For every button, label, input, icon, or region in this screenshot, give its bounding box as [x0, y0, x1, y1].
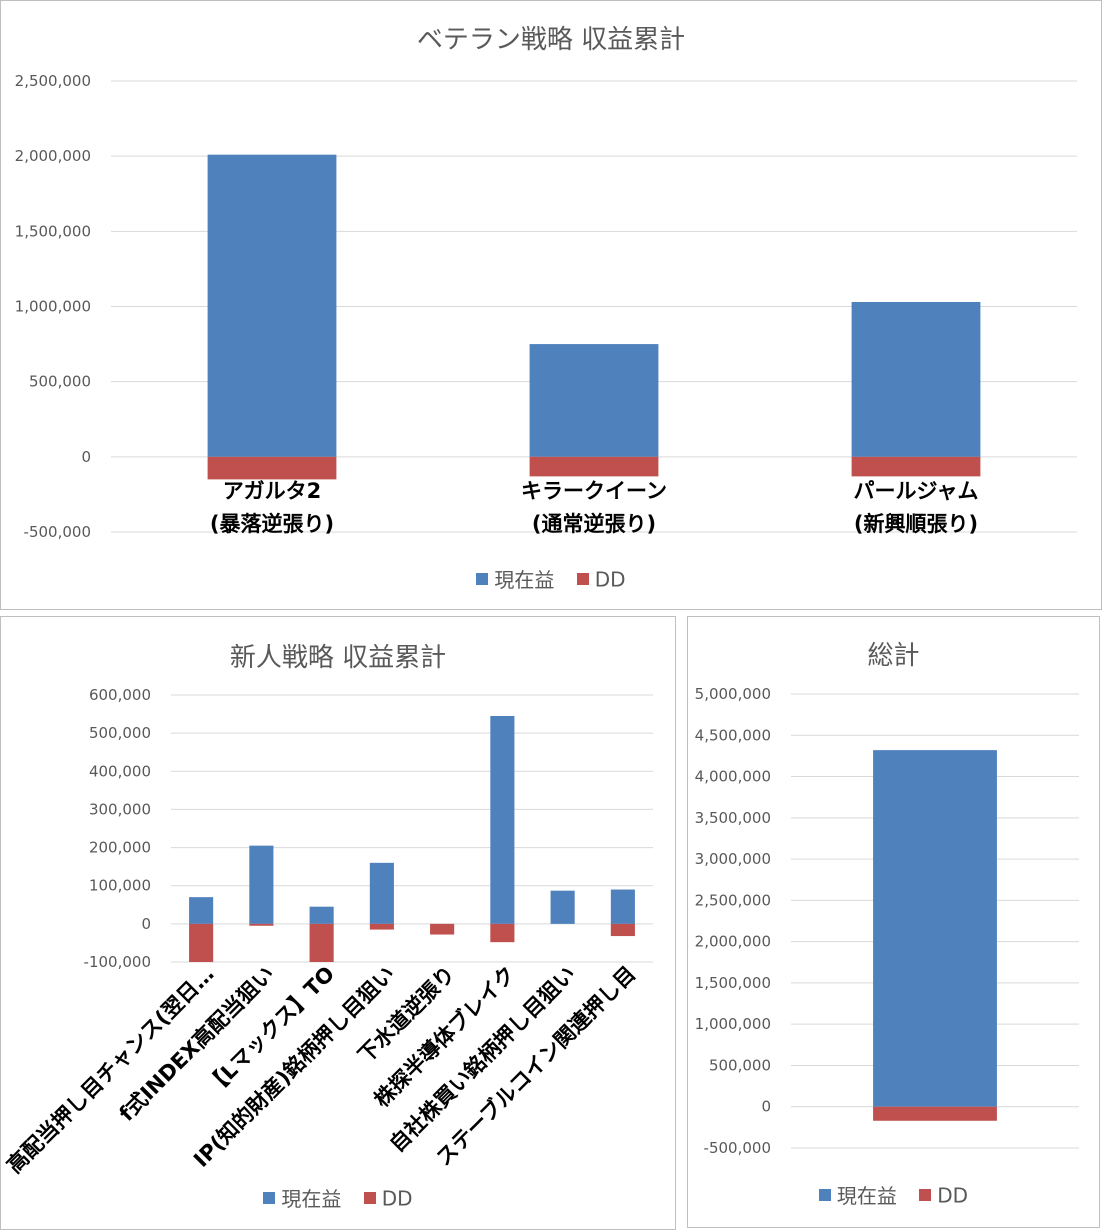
bar-profit	[490, 715, 515, 924]
bar-dd	[249, 923, 274, 926]
y-tick-label: -100,000	[84, 953, 151, 971]
total-chart-panel: 総計 -500,000 0 500,000 1,000,000 1,500,000 2,0…	[687, 616, 1100, 1228]
bar-dd	[490, 923, 515, 943]
legend-label-profit: 現在益	[494, 568, 555, 592]
bar-profit	[189, 897, 214, 924]
chart-title: 総計	[867, 641, 920, 671]
y-tick-label: 0	[81, 448, 91, 466]
bar-dd	[309, 923, 334, 962]
bar-dd	[529, 456, 659, 477]
bar-dd	[851, 456, 981, 477]
veteran-chart-panel: ベテラン戦略 収益累計 -500,000 0 500,000 1,000,000 1,5…	[0, 0, 1102, 610]
legend-label-dd: DD	[594, 567, 626, 592]
bar-profit	[873, 750, 997, 1107]
category-label: アガルタ2 (暴落逆張り)	[210, 479, 334, 536]
y-tick-label: 4,000,000	[695, 768, 771, 786]
legend-item-profit: 現在益	[263, 1183, 341, 1212]
legend-item-dd: DD	[576, 566, 626, 592]
bar-profit	[309, 906, 334, 924]
bar-profit	[851, 301, 981, 457]
bar-dd	[369, 923, 394, 930]
y-tick-label: 2,000,000	[15, 147, 91, 165]
chart-legend: 現在益 DD	[1, 1183, 675, 1212]
legend-label-profit: 現在益	[281, 1187, 342, 1211]
y-tick-label: 600,000	[89, 686, 151, 704]
chart-title: 新人戦略 収益累計	[229, 643, 447, 673]
y-tick-label: 1,000,000	[695, 1015, 771, 1033]
newcomer-chart-plot: -100,000 0 100,000 200,000 300,000 400,000 500…	[2, 686, 653, 1178]
total-chart-plot: -500,000 0 500,000 1,000,000 1,500,000 2,000,…	[695, 685, 1079, 1157]
y-tick-label: 500,000	[89, 724, 151, 742]
legend-label-dd: DD	[937, 1183, 969, 1208]
bar-dd	[430, 923, 455, 935]
y-tick-label: 200,000	[89, 839, 151, 857]
y-tick-label: 0	[761, 1098, 771, 1116]
legend-swatch-dd	[363, 1192, 376, 1205]
y-tick-label: 3,000,000	[695, 850, 771, 868]
y-tick-label: 3,500,000	[695, 809, 771, 827]
y-tick-label: 4,500,000	[695, 726, 771, 744]
chart-title: ベテラン戦略 収益累計	[416, 25, 686, 55]
bar-profit	[249, 845, 274, 924]
category-label: キラークイーン(通常逆張り)	[521, 479, 667, 536]
bar-profit	[207, 154, 337, 457]
bar-dd	[610, 923, 635, 937]
legend-swatch-profit	[263, 1191, 276, 1204]
category-label: パールジャム(新興順張り)	[854, 479, 979, 536]
bar-profit	[529, 344, 659, 457]
legend-label-profit: 現在益	[836, 1184, 897, 1208]
newcomer-chart-panel: 新人戦略 収益累計 -100,000 0 100,000 200,000 300,000…	[0, 616, 676, 1230]
chart-legend: 現在益 DD	[1, 564, 1101, 593]
y-tick-label: -500,000	[24, 523, 91, 541]
bar-dd	[207, 456, 337, 480]
y-tick-label: 2,500,000	[695, 891, 771, 909]
y-tick-label: 1,000,000	[15, 298, 91, 316]
y-tick-label: 500,000	[29, 373, 91, 391]
y-tick-label: 0	[141, 915, 151, 933]
bar-profit	[369, 862, 394, 924]
y-tick-label: 2,500,000	[15, 72, 91, 90]
legend-swatch-dd	[919, 1189, 932, 1202]
chart-legend: 現在益 DD	[688, 1180, 1099, 1209]
legend-item-profit: 現在益	[818, 1180, 897, 1209]
y-tick-label: 400,000	[89, 762, 151, 780]
bar-dd	[873, 1106, 997, 1121]
veteran-chart-plot: -500,000 0 500,000 1,000,000 1,500,000 2,000,…	[15, 72, 1077, 541]
y-tick-label: 100,000	[89, 877, 151, 895]
y-tick-label: 500,000	[709, 1056, 771, 1074]
y-tick-label: 1,500,000	[15, 222, 91, 240]
y-tick-label: 300,000	[89, 800, 151, 818]
legend-swatch-dd	[576, 573, 589, 586]
bar-profit	[550, 890, 575, 924]
y-tick-label: 5,000,000	[695, 685, 771, 703]
bar-dd	[189, 923, 214, 962]
y-tick-label: 2,000,000	[695, 933, 771, 951]
y-tick-label: -500,000	[704, 1139, 771, 1157]
legend-label-dd: DD	[381, 1186, 413, 1211]
bar-profit	[610, 889, 635, 924]
legend-swatch-profit	[818, 1188, 831, 1201]
legend-item-dd: DD	[919, 1182, 969, 1208]
legend-swatch-profit	[476, 572, 489, 585]
legend-item-profit: 現在益	[476, 564, 554, 593]
legend-item-dd: DD	[363, 1185, 413, 1211]
y-tick-label: 1,500,000	[695, 974, 771, 992]
